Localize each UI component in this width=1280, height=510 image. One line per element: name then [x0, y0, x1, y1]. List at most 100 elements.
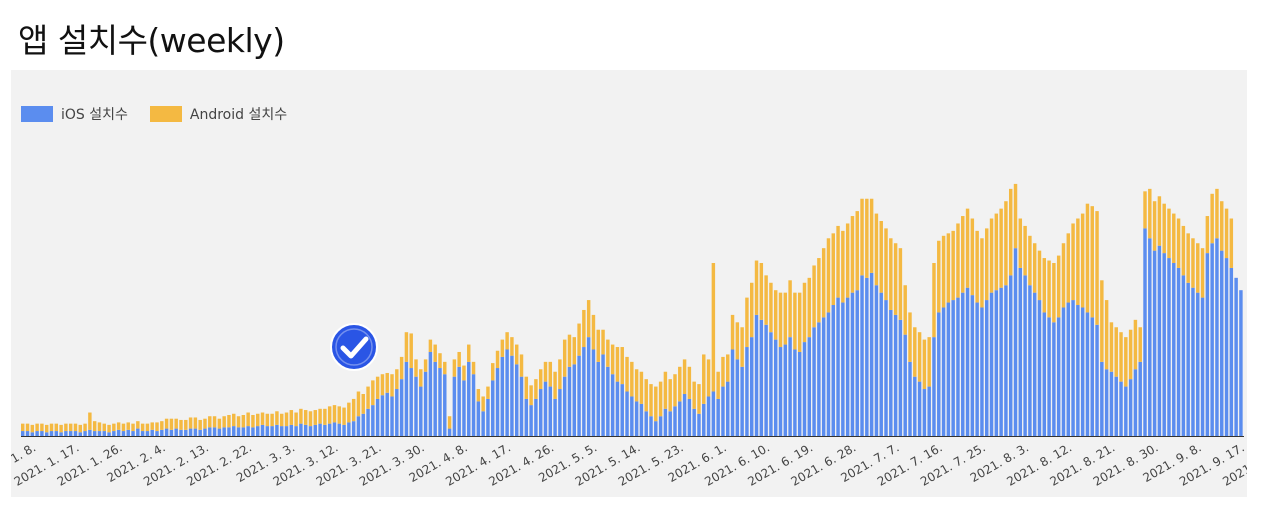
bar-ios — [826, 312, 831, 436]
bar-android — [21, 423, 25, 432]
bar-ios — [428, 351, 433, 436]
bar-android — [639, 371, 644, 404]
bar-android — [922, 339, 927, 390]
bar-ios — [150, 429, 154, 436]
bar-ios — [682, 393, 687, 436]
bar-ios — [342, 424, 346, 436]
bar-ios — [577, 355, 581, 436]
bar-android — [40, 423, 44, 432]
bar-ios — [495, 368, 500, 436]
bar-android — [793, 292, 797, 350]
bar-ios — [745, 347, 749, 436]
bar-android — [371, 380, 375, 406]
bar-ios — [366, 408, 370, 436]
bar-android — [893, 243, 898, 315]
bar-ios — [217, 428, 222, 436]
bar-android — [97, 422, 102, 432]
bar-ios — [260, 424, 265, 436]
bar-ios — [735, 359, 740, 436]
bar-ios — [1220, 250, 1224, 436]
bar-ios — [385, 392, 389, 436]
bar-ios — [1104, 369, 1109, 436]
bar-ios — [596, 361, 600, 436]
bar-ios — [836, 297, 840, 436]
bar-android — [491, 363, 495, 381]
bar-android — [658, 381, 663, 417]
bar-ios — [1215, 238, 1219, 436]
bar-ios — [610, 374, 615, 436]
bar-ios — [1191, 287, 1195, 436]
bar-ios — [903, 334, 907, 436]
bar-ios — [88, 429, 92, 436]
bar-android — [625, 356, 629, 392]
bar-android — [155, 422, 159, 432]
bar-android — [980, 238, 984, 308]
bar-android — [505, 332, 509, 350]
bar-android — [989, 218, 994, 293]
bar-android — [534, 379, 538, 399]
bar-android — [567, 334, 572, 367]
bar-ios — [1124, 386, 1128, 436]
bar-android — [375, 376, 380, 399]
bar-android — [706, 359, 711, 397]
bar-android — [1191, 238, 1195, 288]
bar-android — [812, 265, 816, 328]
bar-android — [433, 344, 437, 362]
bar-ios — [788, 337, 792, 436]
bar-android — [1220, 201, 1224, 251]
bar-ios — [582, 347, 586, 436]
bar-ios — [1023, 275, 1027, 436]
bar-android — [327, 406, 332, 424]
bar-ios — [548, 386, 553, 436]
bar-ios — [467, 361, 471, 436]
bar-android — [884, 228, 888, 301]
bar-android — [361, 393, 365, 414]
bar-ios — [1148, 238, 1152, 436]
bar-android — [356, 391, 361, 417]
legend-item-ios[interactable]: iOS 설치수 — [21, 104, 128, 124]
bar-android — [198, 419, 202, 430]
bar-ios — [1052, 322, 1056, 436]
bar-android — [558, 359, 562, 390]
bar-android — [184, 419, 188, 430]
bar-android — [1066, 233, 1070, 303]
bar-android — [481, 396, 485, 412]
bar-android — [246, 412, 250, 427]
bar-ios — [1234, 277, 1238, 436]
bar-ios — [1028, 285, 1032, 436]
bar-ios — [188, 428, 193, 436]
bar-ios — [687, 398, 692, 436]
bar-android — [865, 198, 869, 278]
bar-android — [985, 228, 989, 301]
bar-android — [711, 263, 716, 392]
bar-android — [553, 371, 557, 399]
bar-android — [591, 314, 596, 350]
bar-android — [59, 424, 63, 433]
bar-android — [745, 297, 749, 348]
bar-ios — [658, 416, 663, 436]
bar-android — [486, 386, 490, 399]
bar-android — [44, 424, 49, 433]
bar-ios — [49, 431, 54, 436]
bar-android — [1176, 218, 1181, 268]
bar-android — [227, 414, 231, 428]
bar-ios — [860, 275, 864, 436]
bar-android — [860, 198, 864, 276]
bar-android — [764, 275, 768, 325]
bar-ios — [591, 349, 596, 436]
bar-android — [1172, 213, 1176, 263]
bar-android — [251, 414, 255, 428]
bar-android — [236, 416, 241, 428]
bar-android — [179, 419, 183, 430]
bar-ios — [275, 424, 279, 436]
legend-item-android[interactable]: Android 설치수 — [149, 104, 287, 124]
bar-android — [1157, 196, 1162, 246]
bar-android — [1143, 191, 1147, 229]
bar-android — [423, 359, 428, 372]
bar-ios — [212, 427, 217, 436]
bar-android — [462, 365, 466, 381]
bar-ios — [1008, 275, 1013, 436]
bar-ios — [44, 432, 49, 436]
bar-android — [908, 312, 912, 362]
bar-ios — [83, 431, 87, 436]
